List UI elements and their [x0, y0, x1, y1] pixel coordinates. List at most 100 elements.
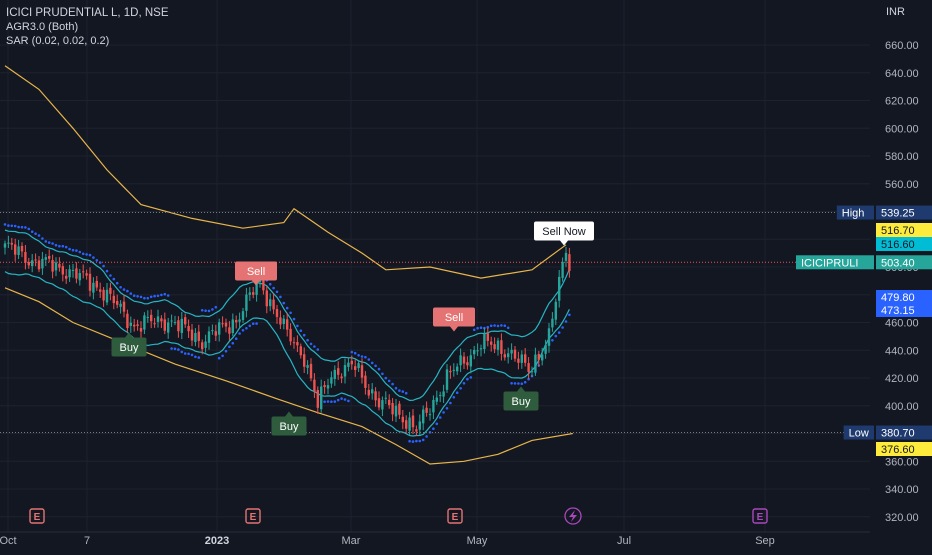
- candle[interactable]: [354, 359, 357, 377]
- candle[interactable]: [500, 333, 503, 361]
- candle[interactable]: [156, 309, 160, 328]
- candle[interactable]: [92, 277, 95, 300]
- candle[interactable]: [245, 287, 248, 318]
- candle[interactable]: [238, 312, 241, 329]
- candle[interactable]: [160, 315, 163, 329]
- candle[interactable]: [61, 262, 64, 282]
- candle[interactable]: [201, 339, 204, 355]
- candle[interactable]: [88, 267, 92, 297]
- candle[interactable]: [275, 304, 279, 324]
- candle[interactable]: [418, 414, 421, 436]
- candle[interactable]: [296, 335, 299, 353]
- candle[interactable]: [248, 287, 251, 301]
- candle[interactable]: [231, 313, 234, 337]
- signal-buy[interactable]: Buy: [271, 411, 307, 436]
- candle[interactable]: [211, 324, 214, 335]
- candle[interactable]: [187, 319, 190, 338]
- candle[interactable]: [313, 373, 316, 398]
- candle[interactable]: [435, 390, 438, 405]
- candle[interactable]: [65, 269, 68, 284]
- candle[interactable]: [442, 384, 445, 403]
- candle[interactable]: [68, 264, 71, 282]
- candle[interactable]: [309, 358, 313, 382]
- candle[interactable]: [371, 383, 374, 400]
- candle[interactable]: [190, 323, 194, 347]
- candle[interactable]: [544, 339, 547, 359]
- candle[interactable]: [449, 365, 452, 379]
- candle[interactable]: [37, 255, 41, 273]
- earnings-event-icon[interactable]: E: [29, 508, 45, 524]
- candle[interactable]: [71, 264, 75, 278]
- candle[interactable]: [476, 343, 479, 356]
- candle[interactable]: [218, 318, 221, 342]
- candle[interactable]: [54, 257, 58, 277]
- candle[interactable]: [388, 394, 391, 409]
- candle[interactable]: [490, 336, 493, 352]
- candle[interactable]: [41, 251, 44, 275]
- candle[interactable]: [194, 328, 197, 347]
- candle[interactable]: [530, 366, 534, 378]
- candle[interactable]: [150, 309, 153, 329]
- candle[interactable]: [78, 268, 81, 286]
- signal-sellnow[interactable]: Sell Now: [534, 221, 594, 246]
- candle[interactable]: [466, 356, 469, 370]
- candle[interactable]: [333, 365, 336, 386]
- candle[interactable]: [286, 312, 289, 337]
- candle[interactable]: [228, 321, 231, 341]
- candle[interactable]: [469, 349, 472, 374]
- candle[interactable]: [184, 313, 187, 328]
- candle[interactable]: [456, 363, 459, 375]
- candle[interactable]: [507, 347, 510, 364]
- candle[interactable]: [75, 262, 78, 284]
- candle[interactable]: [384, 391, 387, 405]
- candle[interactable]: [102, 287, 105, 307]
- candle[interactable]: [462, 352, 466, 370]
- candle[interactable]: [136, 319, 139, 331]
- candle[interactable]: [20, 242, 24, 258]
- candle[interactable]: [133, 318, 136, 332]
- earnings-event-icon[interactable]: E: [447, 508, 463, 524]
- candle[interactable]: [503, 349, 506, 361]
- candle[interactable]: [364, 371, 367, 395]
- candle[interactable]: [17, 239, 20, 260]
- candle[interactable]: [272, 293, 275, 315]
- candle[interactable]: [398, 400, 401, 420]
- candle[interactable]: [221, 316, 224, 328]
- candle[interactable]: [374, 387, 377, 407]
- candle[interactable]: [112, 290, 115, 310]
- candle[interactable]: [524, 348, 527, 367]
- candle[interactable]: [163, 312, 166, 335]
- candle[interactable]: [513, 346, 517, 362]
- candle[interactable]: [326, 378, 330, 395]
- candle[interactable]: [347, 357, 350, 372]
- candle[interactable]: [350, 355, 353, 370]
- candle[interactable]: [337, 361, 340, 380]
- candle[interactable]: [48, 249, 51, 263]
- indicator-sar[interactable]: SAR (0.02, 0.02, 0.2): [6, 35, 110, 47]
- candle[interactable]: [479, 344, 483, 357]
- candle[interactable]: [204, 334, 207, 353]
- candle[interactable]: [122, 294, 126, 318]
- candle[interactable]: [170, 314, 173, 328]
- signal-buy[interactable]: Buy: [111, 332, 147, 357]
- earnings-event-icon[interactable]: E: [752, 508, 768, 524]
- candle[interactable]: [289, 323, 292, 346]
- candle[interactable]: [360, 358, 364, 384]
- candle[interactable]: [394, 398, 398, 422]
- candle[interactable]: [323, 380, 326, 394]
- signal-sell[interactable]: Sell: [433, 307, 475, 332]
- candle[interactable]: [146, 310, 149, 323]
- candle[interactable]: [24, 245, 27, 270]
- candle[interactable]: [235, 315, 238, 329]
- candle[interactable]: [340, 373, 343, 384]
- candle[interactable]: [343, 358, 347, 384]
- candle[interactable]: [14, 238, 17, 262]
- candle[interactable]: [34, 253, 37, 267]
- candle[interactable]: [452, 363, 455, 377]
- candle[interactable]: [180, 311, 183, 340]
- candle[interactable]: [564, 246, 568, 267]
- candle[interactable]: [473, 345, 476, 360]
- candle[interactable]: [51, 254, 54, 279]
- candle[interactable]: [126, 309, 129, 333]
